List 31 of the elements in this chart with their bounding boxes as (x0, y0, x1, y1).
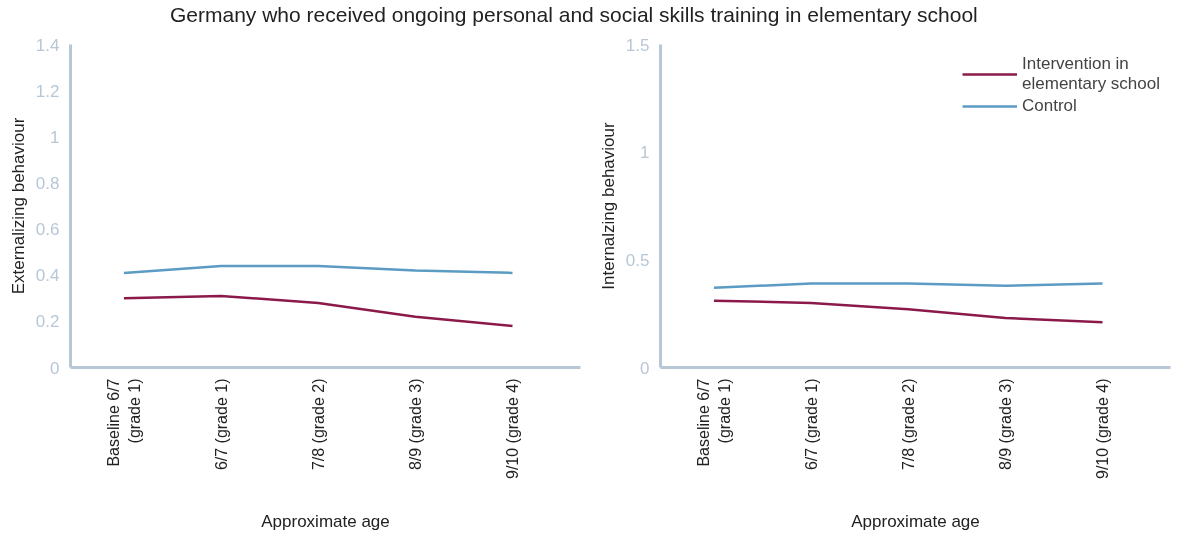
y-tick-label: 0 (640, 358, 650, 378)
y-tick-label: 0.4 (35, 266, 60, 286)
y-tick-label: 1.5 (625, 35, 650, 55)
y-tick-label: 0 (50, 358, 60, 378)
line-series (122, 294, 514, 328)
y-tick-label: 1 (640, 143, 650, 163)
y-tick-label: 1.2 (35, 81, 60, 101)
x-tick-label: 8/9 (grade 3) (996, 378, 1014, 471)
x-tick-label: 7/8 (grade 2) (899, 378, 917, 471)
y-tick-label: 0.2 (35, 312, 60, 332)
y-tick-label: 0.5 (625, 250, 650, 270)
y-tick-label: 0.6 (35, 220, 60, 240)
x-tick-label: 6/7 (grade 1) (802, 378, 820, 471)
y-tick-label: 1.4 (35, 35, 60, 55)
x-tick-label: 9/10 (grade 4) (504, 378, 521, 480)
x-tick-label: 6/7 (grade 1) (212, 378, 230, 471)
x-axis-title: Approximate age (261, 512, 390, 532)
y-tick-label: 0.8 (35, 173, 60, 193)
x-tick-label: 8/9 (grade 3) (406, 378, 424, 471)
x-tick-label: Baseline 6/7 (grade 1) (105, 378, 143, 467)
x-tick-label: Baseline 6/7 (grade 1) (695, 378, 733, 467)
legend-label: Control (1022, 96, 1077, 116)
x-tick-label: 9/10 (grade 4) (1094, 378, 1111, 480)
x-axis-title: Approximate age (851, 512, 980, 532)
legend-label: Intervention in elementary school (1022, 54, 1160, 94)
y-tick-label: 1 (50, 127, 60, 147)
line-series (712, 299, 1104, 324)
y-axis-title: Externalizing behaviour (8, 117, 28, 295)
y-axis-title: Internalzing behaviour (598, 122, 618, 290)
chart-title: Germany who received ongoing personal and social skills training in elementary school (170, 2, 978, 28)
x-tick-label: 7/8 (grade 2) (309, 378, 327, 471)
